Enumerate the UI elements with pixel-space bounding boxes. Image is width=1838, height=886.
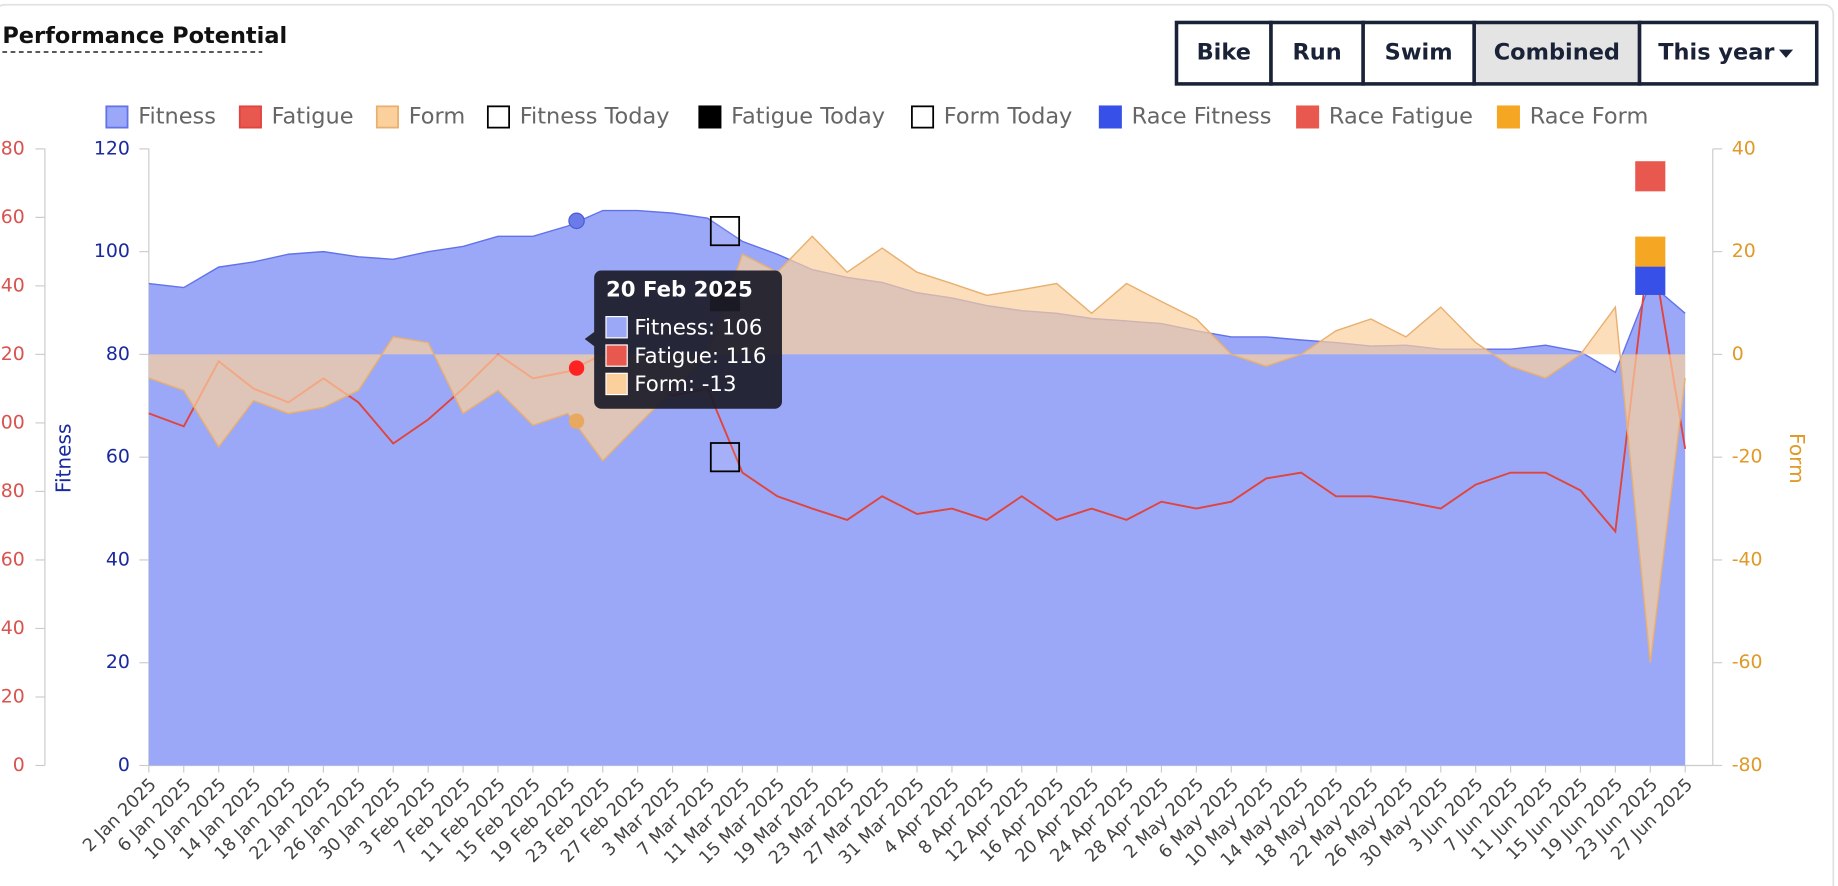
- y-tick-label: 80: [106, 343, 130, 365]
- toggle-button[interactable]: Combined: [1472, 20, 1642, 86]
- dropdown-caret: [1778, 49, 1794, 58]
- button-label: Combined: [1494, 40, 1620, 66]
- legend-item[interactable]: Form Today: [911, 103, 1073, 129]
- legend-label: Race Fitness: [1132, 103, 1272, 129]
- legend-swatch: [375, 105, 399, 129]
- tooltip-title: 20 Feb 2025: [606, 278, 753, 303]
- y2-tick-label: 140: [0, 274, 25, 296]
- y3-tick-label: -40: [1732, 548, 1763, 570]
- y3-tick-label: 40: [1732, 137, 1756, 159]
- legend-label: Form: [409, 103, 466, 129]
- legend-swatch: [1296, 105, 1320, 129]
- y3-tick-label: 20: [1732, 240, 1756, 262]
- button-label: This year: [1658, 40, 1774, 66]
- y-tick-label: 120: [94, 137, 130, 159]
- legend-label: Fitness Today: [520, 103, 670, 129]
- toggle-button[interactable]: Swim: [1361, 20, 1476, 86]
- tooltip-swatch: [605, 344, 628, 367]
- button-bg: [1269, 20, 1365, 86]
- legend-item[interactable]: Fatigue: [238, 103, 354, 129]
- y2-tick-label: 20: [1, 685, 25, 707]
- y2-tick-label: 80: [1, 480, 25, 502]
- legend-label: Form Today: [944, 103, 1073, 129]
- y-tick-label: 100: [94, 240, 130, 262]
- legend-swatch: [698, 105, 722, 129]
- card-border: [0, 3, 1835, 886]
- legend-item[interactable]: Form: [375, 103, 466, 129]
- legend-item[interactable]: Fitness Today: [486, 103, 670, 129]
- y-tick-label: 60: [106, 446, 130, 468]
- y2-tick-label: 40: [1, 617, 25, 639]
- y2-tick-label: 160: [0, 206, 25, 228]
- toggle-button[interactable]: Bike: [1174, 20, 1273, 86]
- legend-label: Race Fatigue: [1329, 103, 1473, 129]
- tooltip-item: Fitness: 106: [634, 315, 762, 340]
- button-label: Run: [1292, 40, 1341, 66]
- area: [148, 236, 1686, 663]
- marker: [709, 216, 741, 247]
- button-label: Bike: [1197, 40, 1251, 66]
- legend-label: Race Form: [1530, 103, 1649, 129]
- y-tick-label: 40: [106, 548, 130, 570]
- hover-point: [568, 212, 585, 230]
- legend-label: Fatigue: [272, 103, 354, 129]
- y-axis-label: Fitness: [51, 424, 75, 494]
- y2-tick-label: 180: [0, 137, 25, 159]
- legend-item[interactable]: Race Form: [1496, 103, 1649, 129]
- legend-item[interactable]: Fitness: [105, 103, 216, 129]
- marker: [1635, 161, 1666, 192]
- y-tick-label: 20: [106, 651, 130, 673]
- marker: [1635, 264, 1666, 295]
- hover-point: [568, 360, 585, 376]
- y2-tick-label: 100: [0, 411, 25, 433]
- legend-label: Fitness: [138, 103, 216, 129]
- marker: [709, 442, 741, 473]
- legend-item[interactable]: Race Fatigue: [1296, 103, 1473, 129]
- tooltip-swatch: [605, 316, 628, 339]
- y-tick-label: 0: [118, 754, 130, 776]
- plot: 0 20 40 60 80 100 120 0 20 40 60 80 100 120 140 160 180 -…: [0, 137, 1809, 870]
- legend-label: Fatigue Today: [731, 103, 885, 129]
- y2-tick-label: 120: [0, 343, 25, 365]
- legend-swatch: [911, 105, 935, 129]
- legend-swatch: [1098, 105, 1122, 129]
- tooltip-swatch: [605, 372, 628, 396]
- y3-axis-label: Form: [1785, 433, 1809, 484]
- marker: [1635, 236, 1666, 267]
- legend-swatch: [238, 105, 262, 129]
- hover-point: [568, 413, 585, 429]
- legend-item[interactable]: Fatigue Today: [698, 103, 885, 129]
- overlay: 20 Feb 2025 Fitness: 106 Fatigue: 116 Form:…: [568, 212, 782, 429]
- area: [148, 210, 1686, 766]
- tooltip-bg: [584, 270, 782, 409]
- line: [148, 237, 1687, 534]
- legend-swatch: [105, 105, 129, 129]
- page-title: Performance Potential: [2, 23, 287, 49]
- y2-tick-label: 0: [13, 754, 25, 776]
- toggle-button[interactable]: Run: [1269, 20, 1365, 86]
- toggle-button[interactable]: This year: [1637, 20, 1819, 86]
- y3-tick-label: 0: [1732, 343, 1744, 365]
- button-label: Swim: [1385, 40, 1453, 66]
- legend-swatch: [486, 105, 510, 129]
- y3-tick-label: -60: [1732, 651, 1763, 673]
- button-bg: [1472, 20, 1642, 86]
- legend-swatch: [1496, 105, 1520, 129]
- line: [148, 235, 1686, 663]
- y2-tick-label: 60: [1, 548, 25, 570]
- y3-tick-label: -80: [1732, 754, 1763, 776]
- y3-tick-label: -20: [1732, 446, 1763, 468]
- tooltip-item: Fatigue: 116: [634, 344, 766, 369]
- tooltip-item: Form: -13: [634, 372, 736, 397]
- legend-item[interactable]: Race Fitness: [1098, 103, 1272, 129]
